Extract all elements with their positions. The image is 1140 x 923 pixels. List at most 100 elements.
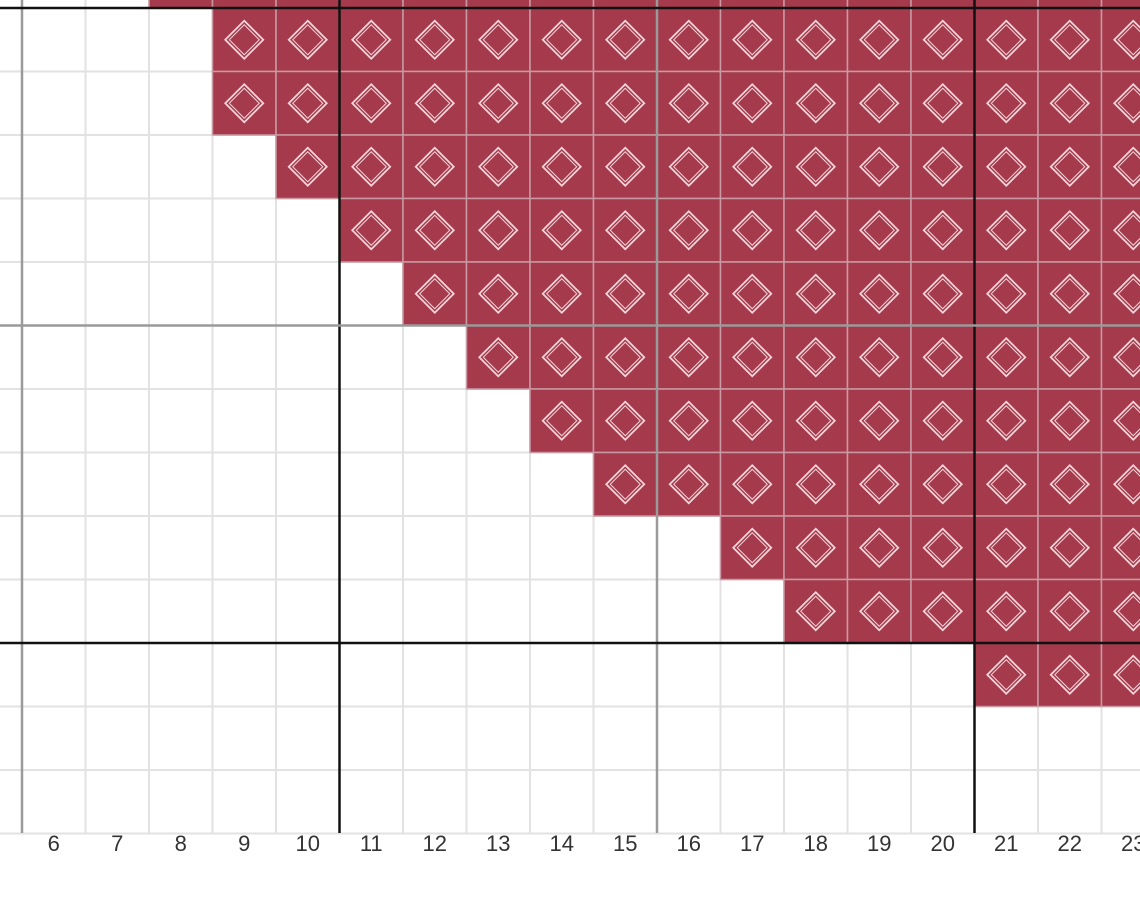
stitch-cell [848,453,912,517]
stitch-cell [530,199,594,263]
stitch-cell [911,516,975,580]
stitch-cell [911,326,975,390]
stitch-cell [340,8,404,72]
stitch-cell [784,199,848,263]
stitch-cell [911,8,975,72]
stitch-cell [721,516,785,580]
stitch-cell [657,199,721,263]
stitch-cell [1038,389,1102,453]
stitch-cell [784,262,848,326]
stitch-cell [975,199,1039,263]
column-label: 10 [296,831,320,856]
stitch-cell [784,580,848,644]
stitch-cell [911,389,975,453]
stitch-cell [530,326,594,390]
stitch-cell [784,453,848,517]
stitch-cell [467,199,531,263]
stitch-cell [403,72,467,136]
stitch-cell [657,389,721,453]
stitch-cell [848,135,912,199]
stitch-cell [467,326,531,390]
stitch-cell [975,8,1039,72]
column-label: 18 [804,831,828,856]
stitch-cell [975,135,1039,199]
stitch-cell [657,453,721,517]
stitch-cell [1038,326,1102,390]
stitch-cell [594,72,658,136]
stitch-cell [784,516,848,580]
stitch-cell [594,135,658,199]
stitch-cell [657,72,721,136]
stitch-cell [467,72,531,136]
stitch-cell [975,326,1039,390]
stitch-cell [911,262,975,326]
stitch-cell [213,8,277,72]
stitch-cell [530,389,594,453]
stitch-cell [594,262,658,326]
stitch-cell [1038,580,1102,644]
column-label: 17 [740,831,764,856]
stitch-cell [1102,262,1140,326]
stitch-cell [721,199,785,263]
stitch-cell [1102,72,1140,136]
column-label: 11 [360,831,383,856]
stitch-cell [1102,516,1140,580]
stitch-cell [276,135,340,199]
stitch-cell [1038,72,1102,136]
column-label: 23 [1121,831,1140,856]
stitch-cell [911,453,975,517]
stitch-cell [657,262,721,326]
stitch-cell [403,199,467,263]
stitch-cell [975,643,1039,707]
stitch-cell [1102,135,1140,199]
stitch-cell [467,262,531,326]
stitch-cell [1102,453,1140,517]
stitch-cell [975,453,1039,517]
stitch-cell [657,326,721,390]
stitch-cell [721,8,785,72]
stitch-cell [721,135,785,199]
stitch-cell [848,389,912,453]
stitch-cell [721,326,785,390]
stitch-cell [403,262,467,326]
stitch-cell [1102,580,1140,644]
stitch-cell [594,326,658,390]
stitch-cell [530,135,594,199]
stitch-cell [403,135,467,199]
stitch-cell [784,326,848,390]
column-label: 19 [867,831,891,856]
stitch-cell [340,72,404,136]
stitch-cell [1038,262,1102,326]
stitch-cell [1038,516,1102,580]
stitch-cell [594,199,658,263]
stitch-cell [1102,8,1140,72]
stitch-cell [784,72,848,136]
column-label: 6 [48,831,60,856]
stitch-cell [1038,199,1102,263]
stitch-cell [975,580,1039,644]
stitch-cell [1102,199,1140,263]
stitch-cell [340,135,404,199]
stitch-cell [721,389,785,453]
column-label: 16 [677,831,701,856]
stitch-cell [721,72,785,136]
column-label: 13 [486,831,510,856]
stitch-cell [848,72,912,136]
stitch-cell [975,72,1039,136]
stitch-cell [975,516,1039,580]
stitch-cell [1038,643,1102,707]
column-label: 22 [1058,831,1082,856]
stitch-cell [784,8,848,72]
stitch-cell [911,580,975,644]
stitch-cell [1038,8,1102,72]
stitch-cell [975,262,1039,326]
stitch-cell [848,8,912,72]
stitch-cell [1102,643,1140,707]
stitch-cell [594,453,658,517]
stitch-cell [276,72,340,136]
stitch-cell [1102,389,1140,453]
stitch-cell [721,453,785,517]
stitch-cell [1038,135,1102,199]
column-label: 15 [613,831,637,856]
